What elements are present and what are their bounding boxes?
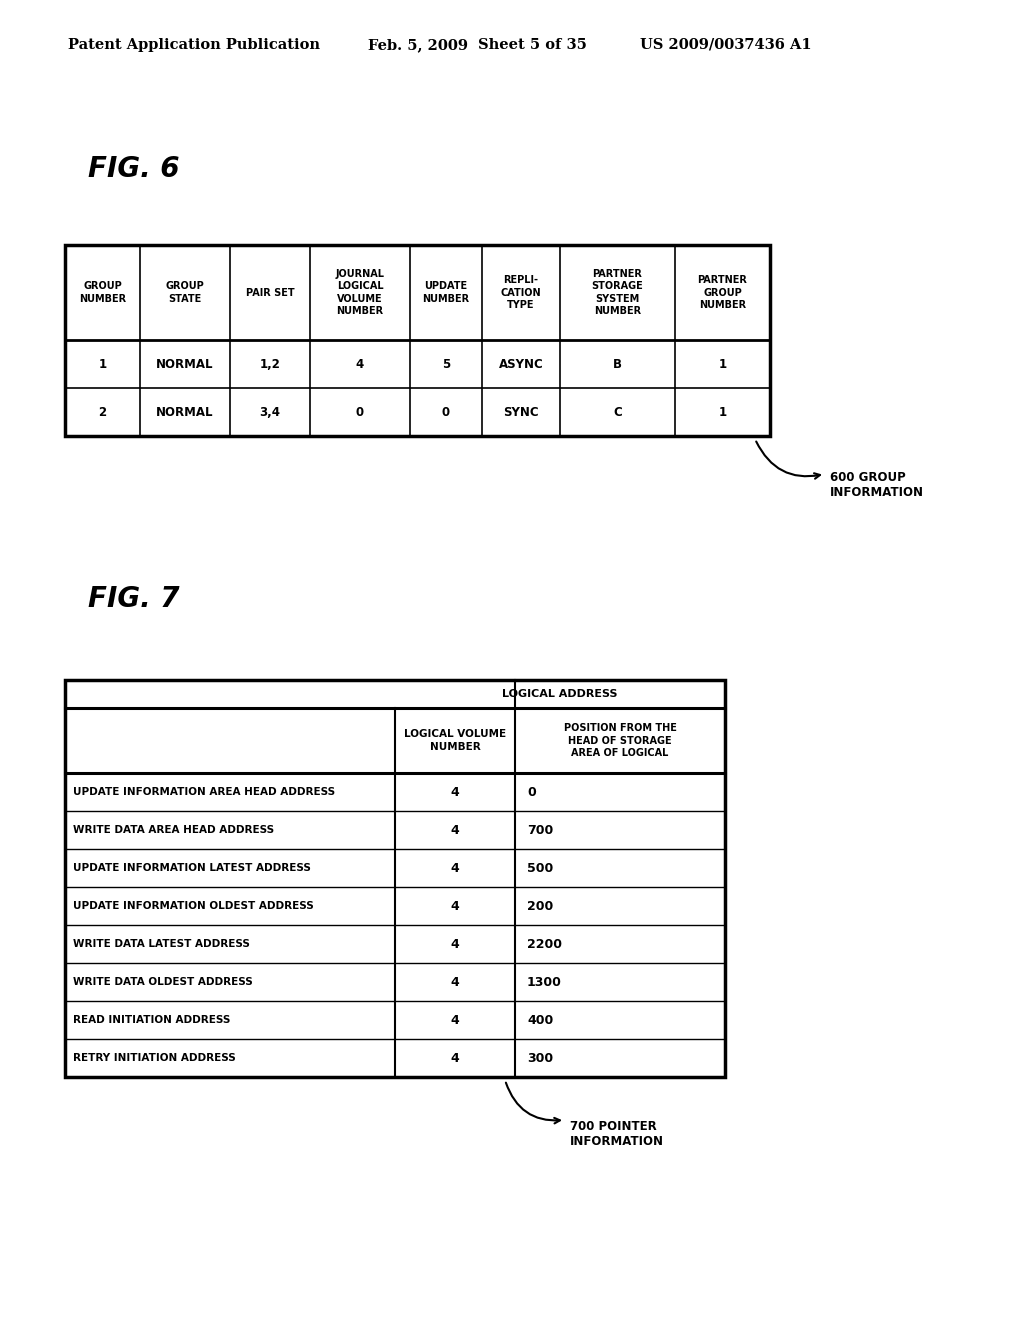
Text: 600 GROUP
INFORMATION: 600 GROUP INFORMATION — [830, 471, 924, 499]
Text: 3,4: 3,4 — [259, 405, 281, 418]
Text: JOURNAL
LOGICAL
VOLUME
NUMBER: JOURNAL LOGICAL VOLUME NUMBER — [336, 269, 384, 315]
Text: Patent Application Publication: Patent Application Publication — [68, 38, 319, 51]
Text: UPDATE INFORMATION LATEST ADDRESS: UPDATE INFORMATION LATEST ADDRESS — [73, 863, 311, 873]
Text: UPDATE INFORMATION OLDEST ADDRESS: UPDATE INFORMATION OLDEST ADDRESS — [73, 902, 313, 911]
Text: 4: 4 — [356, 358, 365, 371]
Text: 0: 0 — [356, 405, 365, 418]
Text: FIG. 6: FIG. 6 — [88, 154, 179, 183]
Text: GROUP
STATE: GROUP STATE — [166, 281, 205, 304]
Bar — [65, 680, 725, 1077]
Text: 2: 2 — [98, 405, 106, 418]
Text: ASYNC: ASYNC — [499, 358, 544, 371]
Text: 2200: 2200 — [527, 937, 562, 950]
Text: REPLI-
CATION
TYPE: REPLI- CATION TYPE — [501, 275, 542, 310]
Text: 4: 4 — [451, 785, 460, 799]
Text: 1300: 1300 — [527, 975, 562, 989]
Text: Feb. 5, 2009: Feb. 5, 2009 — [368, 38, 468, 51]
Text: NORMAL: NORMAL — [157, 358, 214, 371]
Text: 0: 0 — [442, 405, 451, 418]
Text: GROUP
NUMBER: GROUP NUMBER — [79, 281, 126, 304]
Text: 1: 1 — [98, 358, 106, 371]
Text: FIG. 7: FIG. 7 — [88, 585, 179, 612]
Text: US 2009/0037436 A1: US 2009/0037436 A1 — [640, 38, 812, 51]
Text: UPDATE INFORMATION AREA HEAD ADDRESS: UPDATE INFORMATION AREA HEAD ADDRESS — [73, 787, 335, 797]
Text: SYNC: SYNC — [503, 405, 539, 418]
Text: 1: 1 — [719, 405, 727, 418]
Text: 4: 4 — [451, 899, 460, 912]
Text: LOGICAL VOLUME
NUMBER: LOGICAL VOLUME NUMBER — [403, 729, 506, 751]
Bar — [65, 246, 770, 436]
Text: 4: 4 — [451, 975, 460, 989]
Text: 1: 1 — [719, 358, 727, 371]
Text: 200: 200 — [527, 899, 553, 912]
Text: PARTNER
GROUP
NUMBER: PARTNER GROUP NUMBER — [697, 275, 748, 310]
Text: 300: 300 — [527, 1052, 553, 1064]
Text: READ INITIATION ADDRESS: READ INITIATION ADDRESS — [73, 1015, 230, 1026]
Text: POSITION FROM THE
HEAD OF STORAGE
AREA OF LOGICAL: POSITION FROM THE HEAD OF STORAGE AREA O… — [563, 723, 677, 758]
Text: PARTNER
STORAGE
SYSTEM
NUMBER: PARTNER STORAGE SYSTEM NUMBER — [592, 269, 643, 315]
Text: 1,2: 1,2 — [259, 358, 281, 371]
Text: RETRY INITIATION ADDRESS: RETRY INITIATION ADDRESS — [73, 1053, 236, 1063]
Text: 5: 5 — [442, 358, 451, 371]
Text: 4: 4 — [451, 1014, 460, 1027]
Text: 4: 4 — [451, 937, 460, 950]
Text: 4: 4 — [451, 824, 460, 837]
Text: 0: 0 — [527, 785, 536, 799]
Text: UPDATE
NUMBER: UPDATE NUMBER — [423, 281, 470, 304]
Text: LOGICAL ADDRESS: LOGICAL ADDRESS — [502, 689, 617, 700]
Text: 4: 4 — [451, 862, 460, 874]
Text: 700: 700 — [527, 824, 553, 837]
Text: 500: 500 — [527, 862, 553, 874]
Text: Sheet 5 of 35: Sheet 5 of 35 — [478, 38, 587, 51]
Text: WRITE DATA AREA HEAD ADDRESS: WRITE DATA AREA HEAD ADDRESS — [73, 825, 274, 836]
Text: 700 POINTER
INFORMATION: 700 POINTER INFORMATION — [570, 1119, 664, 1148]
Text: NORMAL: NORMAL — [157, 405, 214, 418]
Text: PAIR SET: PAIR SET — [246, 288, 294, 297]
Text: WRITE DATA LATEST ADDRESS: WRITE DATA LATEST ADDRESS — [73, 939, 250, 949]
Text: 400: 400 — [527, 1014, 553, 1027]
Text: B: B — [613, 358, 622, 371]
Text: C: C — [613, 405, 622, 418]
Text: WRITE DATA OLDEST ADDRESS: WRITE DATA OLDEST ADDRESS — [73, 977, 253, 987]
Text: 4: 4 — [451, 1052, 460, 1064]
